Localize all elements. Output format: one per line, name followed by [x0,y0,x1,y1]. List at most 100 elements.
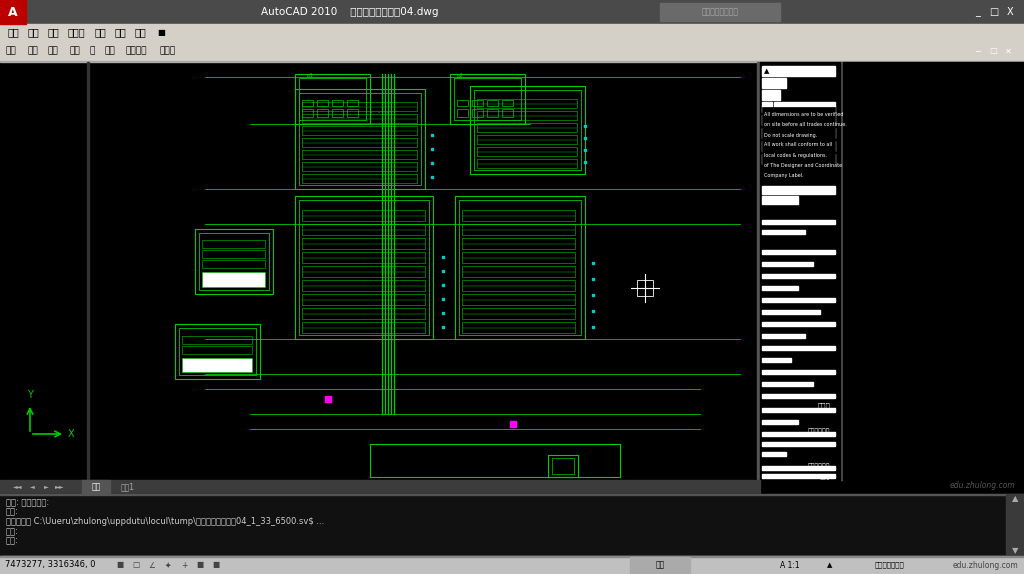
Text: 电气设计说明: 电气设计说明 [808,463,830,469]
Bar [762,408,835,412]
Bar [660,3,780,21]
Bar [302,114,417,123]
Bar [762,66,835,76]
Text: local codes & regulations.: local codes & regulations. [764,153,827,157]
Text: □: □ [989,46,997,56]
Bar [1006,494,1024,556]
Bar [175,324,260,379]
Bar [477,147,577,156]
Bar [762,310,820,314]
Bar [630,557,690,573]
Bar [82,480,110,494]
Text: 输出: 输出 [135,27,146,37]
Text: 弱电设计说明: 弱电设计说明 [808,428,830,434]
Bar [299,200,429,335]
Bar [762,466,835,470]
Bar [182,346,252,354]
Bar [302,138,417,147]
Bar [202,240,265,248]
Text: 三维图形与注释: 三维图形与注释 [876,562,905,568]
Bar [462,280,575,291]
Text: □: □ [989,7,998,17]
Text: ▼: ▼ [1012,546,1018,556]
Bar [762,102,772,112]
Text: ✕: ✕ [1005,46,1012,56]
Bar [299,78,366,120]
Bar [762,154,772,164]
Bar [762,115,772,125]
Text: ∠: ∠ [148,560,156,569]
Bar [762,262,813,266]
Bar [757,62,760,480]
Text: All dimensions are to be verified: All dimensions are to be verified [764,113,844,118]
Bar [0,0,26,24]
Bar [295,89,425,189]
Bar [295,196,433,339]
Text: 剪贴板: 剪贴板 [160,46,176,56]
Bar [0,62,1024,480]
Bar [462,308,575,319]
Bar [762,322,835,326]
Bar [762,90,780,100]
Bar [0,0,1024,24]
Text: on site before all trades continue.: on site before all trades continue. [764,122,847,127]
Bar [462,294,575,305]
Text: p1: p1 [306,73,313,79]
Bar [477,111,577,120]
Bar [302,162,417,171]
Text: Company Label.: Company Label. [764,173,804,177]
Bar [302,308,425,319]
Bar [462,252,575,263]
Bar [472,100,483,106]
Bar [0,62,95,480]
Bar [762,382,813,386]
Text: p2: p2 [457,73,464,79]
Bar [462,224,575,235]
Bar [454,78,521,120]
Text: .: . [377,108,379,114]
Text: 管理: 管理 [115,27,127,37]
Bar [774,128,835,138]
Bar [840,62,843,480]
Bar [762,286,798,290]
Text: 参数化: 参数化 [68,27,86,37]
Bar [472,109,483,117]
Text: Y: Y [27,390,33,400]
Text: ►: ► [44,484,48,490]
Bar [459,200,581,335]
Text: 布局1: 布局1 [121,483,135,491]
Bar [455,196,585,339]
Bar [487,100,498,106]
Bar [202,250,265,258]
Bar [302,294,425,305]
Text: ✦: ✦ [165,560,171,569]
Bar [762,420,798,424]
Text: ▲: ▲ [827,562,833,568]
Bar [0,61,1024,62]
Text: 块: 块 [90,46,95,56]
Bar [774,102,835,112]
Bar [0,40,1024,62]
Bar [0,556,1024,557]
Bar [760,62,840,480]
Bar [302,280,425,291]
Bar [347,100,358,106]
Text: 模型: 模型 [91,483,100,491]
Bar [195,229,273,294]
Text: 命令: 指定对角点:: 命令: 指定对角点: [6,498,49,507]
Bar [317,100,328,106]
Bar [762,452,786,456]
Bar [302,238,425,249]
Text: edu.zhulong.com: edu.zhulong.com [949,482,1015,491]
Bar [762,250,835,254]
Bar [202,272,265,287]
Text: ─: ─ [976,46,981,56]
Bar [762,370,835,374]
Bar [762,358,791,362]
Text: 插入: 插入 [28,27,40,37]
Text: of The Designer and Coordinate: of The Designer and Coordinate [764,162,842,168]
Text: 弱工程: 弱工程 [817,403,830,409]
Text: 7473277, 3316346, 0: 7473277, 3316346, 0 [5,560,95,569]
Bar [487,109,498,117]
Text: AutoCAD 2010    弱电工程案例图纸04.dwg: AutoCAD 2010 弱电工程案例图纸04.dwg [261,7,438,17]
